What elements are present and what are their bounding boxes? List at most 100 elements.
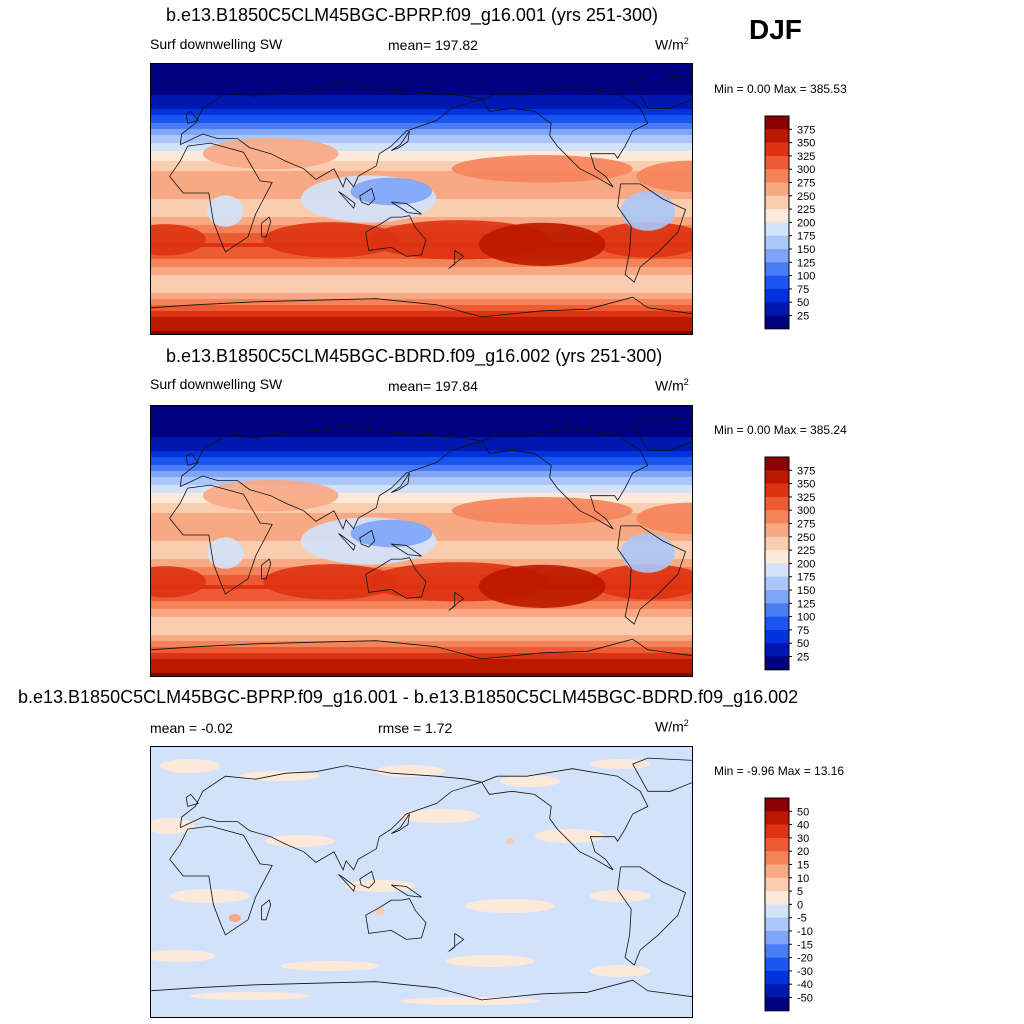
field-band [150, 159, 693, 162]
field-band [150, 407, 693, 410]
field-band [150, 261, 693, 264]
colorbar-label: 275 [797, 178, 815, 190]
colorbar-label: 0 [797, 899, 803, 911]
field-feature [263, 222, 399, 258]
field-band [150, 115, 693, 118]
field-band [150, 215, 693, 218]
field-band [150, 325, 693, 328]
field-band [150, 329, 693, 332]
panel3-map-frame [150, 746, 693, 1018]
field-band [150, 459, 693, 462]
coastline [359, 187, 376, 206]
coastline [391, 543, 422, 557]
colorbar-label: 10 [797, 873, 809, 885]
field-band [150, 513, 693, 516]
field-feature [591, 564, 693, 600]
field-band [150, 651, 693, 654]
field-band [150, 659, 693, 662]
field-band [150, 515, 693, 518]
colorbar-swatch [765, 656, 789, 671]
colorbar-swatch [765, 222, 789, 236]
field-band [150, 163, 693, 166]
colorbar-swatch [765, 536, 789, 551]
colorbar-swatch [765, 590, 789, 604]
field-band [150, 657, 693, 660]
field-band [150, 667, 693, 670]
field-feature [150, 224, 206, 256]
coastline [481, 427, 649, 530]
field-band [150, 469, 693, 472]
field-feature [506, 838, 514, 844]
field-band [150, 437, 693, 440]
field-band [150, 483, 693, 486]
field-band [150, 259, 693, 262]
field-band [150, 475, 693, 478]
colorbar-swatch [765, 182, 789, 197]
colorbar-swatch [765, 457, 789, 471]
field-band [150, 81, 693, 84]
field-band [150, 177, 693, 180]
coastline [338, 191, 356, 209]
field-band [150, 217, 693, 220]
field-band [150, 279, 693, 282]
field-band [150, 107, 693, 110]
field-band [150, 277, 693, 280]
field-band [150, 493, 693, 496]
field-feature [170, 889, 250, 903]
colorbar-label: 50 [797, 806, 809, 818]
field-band [150, 87, 693, 90]
field-band [150, 127, 693, 130]
panel3-title: b.e13.B1850C5CLM45BGC-BPRP.f09_g16.001 -… [18, 687, 799, 707]
field-band [150, 257, 693, 260]
coastline [365, 557, 427, 599]
field-band [150, 499, 693, 502]
field-band [150, 155, 693, 158]
field-feature [350, 519, 433, 548]
coastline [617, 525, 686, 625]
field-band [150, 307, 693, 310]
field-band [150, 271, 693, 274]
colorbar-swatch [765, 195, 789, 210]
panel2-map [150, 405, 693, 677]
colorbar-label: 200 [797, 558, 815, 570]
field-band [150, 611, 693, 614]
field-band [150, 603, 693, 606]
coastline [150, 638, 693, 660]
field-band [150, 165, 693, 168]
colorbar-label: 100 [797, 612, 815, 624]
field-band [150, 481, 693, 484]
field-band [150, 421, 693, 424]
colorbar-label: 225 [797, 545, 815, 557]
coastline [617, 183, 686, 283]
field-band [150, 671, 693, 674]
field-band [150, 153, 693, 156]
field-band [150, 435, 693, 438]
field-feature [280, 961, 380, 971]
field-band [150, 131, 693, 134]
field-band [150, 79, 693, 82]
field-band [150, 467, 693, 470]
field-band [150, 463, 693, 466]
field-band [150, 627, 693, 630]
field-band [150, 121, 693, 124]
field-band [150, 645, 693, 648]
field-feature [590, 965, 650, 977]
field-band [150, 477, 693, 480]
field-band [150, 417, 693, 420]
field-feature [240, 771, 320, 781]
field-band [150, 117, 693, 120]
colorbar-swatch [765, 603, 789, 617]
colorbar-label: 325 [797, 151, 815, 163]
field-feature [265, 835, 335, 847]
coastline [261, 899, 272, 921]
colorbar-swatch [765, 877, 789, 892]
field-band [150, 305, 693, 308]
colorbar-label: 75 [797, 625, 809, 637]
field-feature [400, 997, 540, 1005]
field-feature [478, 564, 606, 608]
field-band [150, 621, 693, 624]
colorbar-label: -50 [797, 993, 813, 1005]
panel3-minmax: Min = -9.96 Max = 13.16 [714, 764, 845, 778]
